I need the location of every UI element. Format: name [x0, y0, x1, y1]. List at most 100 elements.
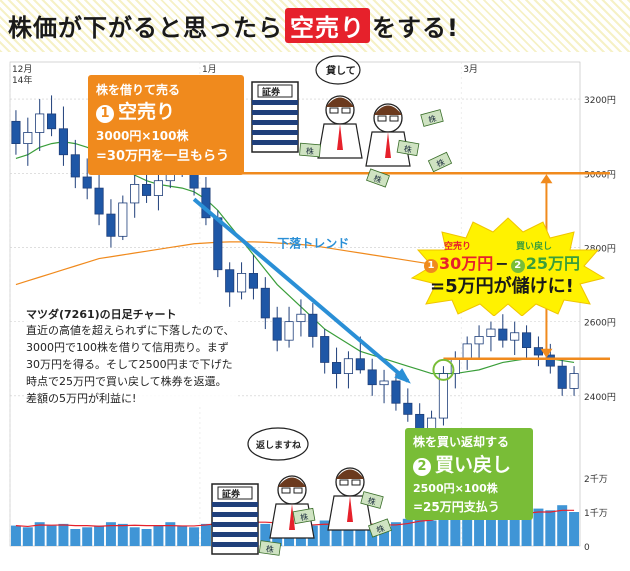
- volume-bar: [497, 513, 508, 546]
- profit-arrow-head-bottom: [540, 348, 553, 358]
- candle-body: [320, 336, 330, 363]
- y-tick-label: 3200円: [584, 95, 616, 106]
- volume-bar: [58, 523, 69, 546]
- volume-bar: [105, 522, 116, 546]
- banknote: 株: [360, 491, 384, 509]
- svg-text:株: 株: [375, 523, 386, 535]
- profit-value-buy: 25万円: [525, 254, 580, 273]
- securities-box-bottom-label: 証券: [222, 488, 241, 500]
- volume-bar: [82, 527, 93, 546]
- volume-bar: [34, 522, 45, 546]
- volume-bar: [22, 527, 33, 546]
- speech-bubble-return-text: 返しますね: [256, 439, 301, 451]
- volume-bar: [260, 523, 271, 546]
- buyback-point-circle: [432, 358, 455, 381]
- person-borrower-glasses-left: [377, 115, 387, 122]
- volume-bar: [343, 525, 354, 546]
- candle-body: [343, 358, 353, 374]
- volume-bar: [177, 525, 188, 546]
- candle-body: [438, 373, 448, 419]
- sell-callout: 株を借りて売る 1 空売り 3000円×100株 =30万円を一旦もらう: [88, 75, 244, 175]
- securities-box-top-label: 証券: [262, 86, 281, 98]
- profit-label-sell: 空売り: [444, 242, 472, 252]
- volume-bar: [474, 515, 485, 546]
- candle-body: [213, 217, 223, 271]
- banknote: 株: [396, 139, 420, 157]
- volume-bar: [557, 505, 568, 546]
- candle-body: [332, 362, 342, 374]
- speech-bubble-return: [247, 427, 309, 461]
- candle-body: [58, 128, 68, 156]
- downtrend-arrow-head: [394, 368, 411, 384]
- step2-mini-badge: 2: [510, 259, 525, 273]
- profit-arrow-head-top: [540, 174, 553, 184]
- speech-bubble-lend-text: 貸して: [325, 64, 356, 77]
- volume-bar: [414, 515, 425, 546]
- volume-tick-label: 0: [584, 543, 590, 553]
- volume-bar: [153, 525, 164, 546]
- candle-body: [355, 358, 365, 371]
- volume-bar: [450, 513, 461, 546]
- svg-text:株: 株: [435, 157, 446, 169]
- banknote: 株: [366, 168, 390, 188]
- burst-shape: [410, 217, 606, 316]
- volume-bar: [117, 523, 128, 546]
- volume-bar: [129, 527, 140, 546]
- securities-box-top-stripe: [252, 120, 298, 125]
- candle-body: [498, 328, 508, 341]
- x-month-label: 14年: [12, 74, 32, 86]
- volume-bar: [485, 510, 496, 546]
- candle-body: [569, 373, 579, 389]
- securities-box-bottom-stripe: [212, 522, 258, 527]
- banknote: 株: [292, 507, 316, 525]
- x-month-label: 3月: [463, 64, 478, 75]
- sell-callout-head: 空売り: [118, 101, 176, 123]
- candle-body: [284, 321, 294, 341]
- candle-body: [70, 154, 80, 178]
- candle-body: [486, 328, 496, 337]
- securities-box-top-stripe: [252, 130, 298, 135]
- svg-text:株: 株: [265, 543, 274, 554]
- person-borrower-glasses-right: [389, 115, 399, 122]
- person-returner-glasses-right: [351, 479, 361, 486]
- candle-body: [557, 365, 567, 389]
- profit-burst: 空売り 買い戻し 1 30万円 −2 25万円 =5万円が儲けに!: [408, 216, 608, 316]
- y-tick-label: 2400円: [584, 392, 616, 403]
- volume-bar: [521, 515, 532, 546]
- banknote: 株: [368, 518, 392, 538]
- step1-mini-badge: 1: [424, 259, 438, 273]
- securities-box-bottom-stripe: [212, 502, 258, 507]
- candle-body: [201, 187, 211, 219]
- header: 株価が下がると思ったら 空売り をする!: [0, 0, 630, 52]
- buy-callout-line3: =25万円支払う: [413, 500, 500, 514]
- volume-bar: [355, 527, 366, 546]
- description-title: マツダ(7261)の日足チャート: [26, 308, 177, 321]
- x-month-label: 12月: [12, 64, 32, 75]
- person-lender-hair: [326, 97, 354, 107]
- volume-bar: [533, 508, 544, 546]
- securities-box-top-stripe: [252, 140, 298, 145]
- volume-bar: [545, 510, 556, 546]
- candle-body: [379, 380, 389, 386]
- person-eyes-tie: [289, 504, 295, 530]
- banknote: 株: [258, 540, 282, 556]
- trend-label: 下落トレンド: [277, 235, 349, 250]
- volume-bar: [569, 512, 580, 546]
- candle-body: [23, 132, 33, 145]
- volume-bar: [141, 529, 152, 546]
- y-tick-label: 2800円: [584, 243, 616, 254]
- candle-body: [142, 183, 152, 196]
- candle-body: [248, 273, 258, 289]
- person-returner-hair: [336, 469, 364, 479]
- candle-body: [367, 369, 377, 386]
- person-eyes-hair: [278, 477, 306, 487]
- sell-callout-line1: 株を借りて売る: [96, 83, 181, 97]
- banknote: 株: [427, 151, 453, 173]
- volume-bar: [189, 527, 200, 546]
- person-returner-glasses-left: [339, 479, 349, 486]
- person-borrower-tie: [385, 132, 391, 158]
- candle-body: [118, 202, 128, 237]
- candle-body: [106, 213, 116, 237]
- candle-body: [47, 113, 57, 130]
